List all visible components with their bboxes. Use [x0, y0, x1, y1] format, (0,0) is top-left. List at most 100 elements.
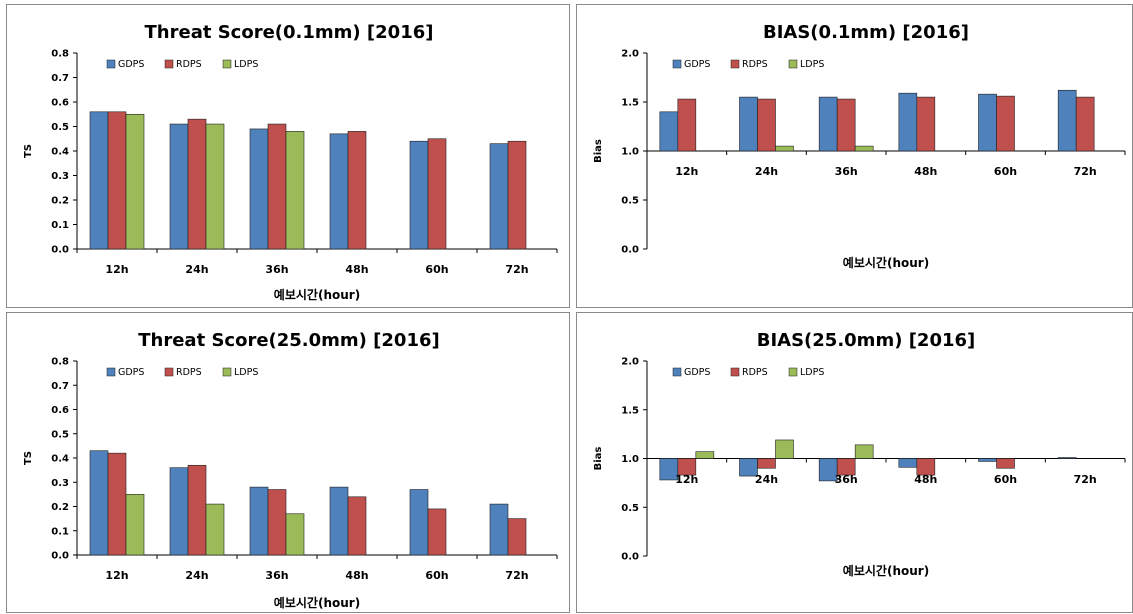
y-tick-label: 0.5: [621, 196, 639, 207]
x-tick-label: 60h: [425, 569, 448, 582]
y-tick-label: 0.8: [51, 357, 69, 368]
bar-ldps: [205, 123, 225, 250]
bar-ldps: [285, 513, 305, 556]
bar-gdps: [978, 93, 997, 152]
x-tick-label: 72h: [505, 569, 528, 582]
x-tick-label: 12h: [105, 263, 128, 276]
y-tick-label: 0.4: [51, 454, 69, 465]
bar-gdps: [169, 123, 189, 250]
bar-gdps: [489, 143, 509, 250]
y-tick-label: 0.2: [51, 502, 69, 513]
bar-gdps: [898, 458, 918, 468]
bar-gdps: [329, 133, 349, 250]
x-axis-label: 예보시간(hour): [274, 595, 360, 610]
legend-label: LDPS: [800, 367, 824, 378]
y-tick-label: 0.6: [51, 405, 69, 416]
legend-label: GDPS: [118, 367, 144, 378]
bar-rdps: [107, 111, 127, 250]
bar-rdps: [996, 458, 1015, 469]
y-tick-label: 0.1: [51, 220, 69, 231]
bar-gdps: [89, 111, 109, 250]
bar-ldps: [854, 145, 874, 152]
legend-swatch-gdps: [106, 367, 116, 377]
y-tick-label: 1.0: [621, 147, 639, 158]
bar-ldps: [854, 444, 874, 459]
bar-gdps: [659, 111, 679, 152]
legend-swatch-gdps: [672, 59, 682, 69]
bar-rdps: [1075, 96, 1095, 152]
bar-ldps: [695, 451, 715, 459]
y-tick-label: 0.7: [51, 73, 69, 84]
bar-rdps: [916, 96, 936, 152]
bar-gdps: [409, 489, 429, 556]
bar-ldps: [775, 145, 794, 152]
x-tick-label: 60h: [994, 165, 1017, 178]
chart-title: Threat Score(0.1mm) [2016]: [145, 22, 434, 43]
x-tick-label: 24h: [185, 263, 208, 276]
y-axis-label: Bias: [593, 139, 604, 163]
y-tick-label: 1.5: [621, 405, 639, 416]
legend-swatch-ldps: [222, 59, 232, 69]
bar-gdps: [329, 486, 349, 556]
y-tick-label: 0.5: [621, 503, 639, 514]
y-tick-label: 0.7: [51, 381, 69, 392]
bar-rdps: [107, 452, 127, 556]
y-axis-label: TS: [23, 451, 34, 465]
bar-gdps: [978, 458, 997, 462]
chart-panel-bias-25mm: BIAS(25.0mm) [2016] 0.0 0.5 1.0 1.5 2.0 Bias 12…: [576, 312, 1133, 613]
bar-gdps: [409, 140, 429, 250]
x-tick-label: 24h: [755, 473, 778, 486]
legend-swatch-rdps: [164, 59, 174, 69]
chart-svg: Threat Score(25.0mm) [2016] 0.0 0.1 0.2 0.3 0…: [23, 330, 558, 610]
bar-rdps: [836, 458, 856, 476]
chart-svg: BIAS(25.0mm) [2016] 0.0 0.5 1.0 1.5 2.0 Bias 12…: [593, 330, 1126, 578]
bar-rdps: [836, 98, 856, 152]
bar-rdps: [267, 123, 287, 250]
bar-rdps: [677, 458, 697, 476]
x-axis-label: 예보시간(hour): [274, 287, 360, 302]
x-tick-label: 36h: [265, 569, 288, 582]
bar-gdps: [169, 467, 189, 556]
y-axis-label: Bias: [593, 447, 604, 471]
legend-label: LDPS: [800, 59, 824, 70]
legend-swatch-rdps: [730, 59, 740, 69]
x-axis-label: 예보시간(hour): [843, 563, 929, 578]
y-tick-label: 0.0: [51, 245, 69, 256]
bar-rdps: [916, 458, 936, 476]
x-tick-label: 12h: [105, 569, 128, 582]
x-tick-label: 48h: [345, 569, 368, 582]
bar-rdps: [507, 140, 527, 250]
bar-gdps: [898, 92, 918, 152]
legend-swatch-gdps: [672, 367, 682, 377]
bar-rdps: [187, 464, 207, 556]
chart-svg: Threat Score(0.1mm) [2016] 0.0 0.1 0.2 0.3 0.…: [23, 22, 558, 302]
bar-gdps: [249, 128, 269, 250]
x-tick-label: 72h: [505, 263, 528, 276]
x-tick-label: 12h: [675, 473, 698, 486]
legend-label: LDPS: [234, 59, 258, 70]
x-axis-label: 예보시간(hour): [843, 255, 929, 270]
bar-gdps: [489, 503, 509, 556]
y-tick-label: 0.0: [51, 551, 69, 562]
bar-rdps: [267, 489, 287, 556]
y-tick-label: 0.2: [51, 196, 69, 207]
legend-swatch-ldps: [788, 367, 798, 377]
legend-swatch-ldps: [788, 59, 798, 69]
bar-ldps: [205, 503, 225, 556]
legend-label: RDPS: [176, 367, 202, 378]
x-tick-label: 36h: [835, 473, 858, 486]
x-tick-label: 36h: [265, 263, 288, 276]
x-tick-label: 60h: [994, 473, 1017, 486]
x-tick-label: 48h: [345, 263, 368, 276]
x-tick-label: 12h: [675, 165, 698, 178]
x-tick-label: 24h: [755, 165, 778, 178]
x-tick-label: 24h: [185, 569, 208, 582]
y-tick-label: 0.4: [51, 147, 69, 158]
bar-gdps: [89, 450, 109, 556]
x-tick-label: 36h: [835, 165, 858, 178]
y-tick-label: 0.5: [51, 122, 69, 133]
y-tick-label: 0.5: [51, 429, 69, 440]
y-tick-label: 0.0: [621, 245, 639, 256]
bar-rdps: [507, 518, 527, 556]
bar-ldps: [775, 439, 794, 459]
